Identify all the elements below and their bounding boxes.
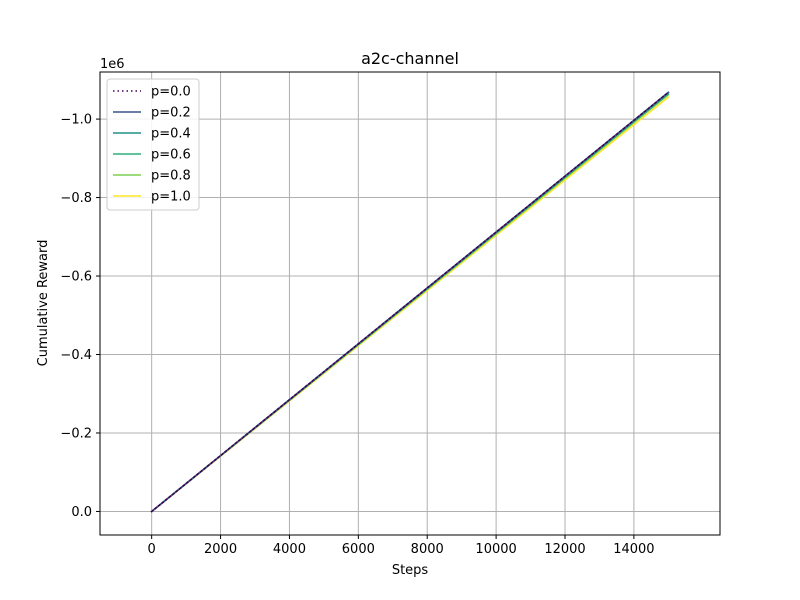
grid: [100, 72, 720, 535]
legend-label: p=1.0: [151, 190, 191, 205]
y-tick-label: 0.0: [71, 505, 92, 520]
y-tick-label: −0.4: [60, 348, 92, 363]
series-line: [150, 91, 670, 513]
legend-label: p=0.6: [151, 148, 191, 163]
x-tick-label: 8000: [411, 542, 444, 557]
legend-label: p=0.4: [151, 127, 191, 142]
plot-frame: [99, 71, 721, 536]
x-axis-ticks: 0 2000 4000 6000 8000 10000 12000 14000: [148, 535, 655, 557]
x-axis-label: Steps: [392, 563, 429, 578]
chart-title: a2c-channel: [361, 49, 459, 68]
x-tick-label: 6000: [342, 542, 375, 557]
legend-label: p=0.0: [151, 85, 191, 100]
legend-label: p=0.2: [151, 106, 191, 121]
y-axis-label: Cumulative Reward: [36, 240, 51, 367]
x-tick-label: 14000: [613, 542, 654, 557]
x-tick-label: 2000: [204, 542, 237, 557]
y-tick-label: −0.8: [60, 191, 92, 206]
series-lines: [150, 91, 670, 513]
y-tick-label: −1.0: [60, 113, 92, 128]
y-tick-label: −0.2: [60, 426, 92, 441]
y-axis-ticks: 0.0 −0.2 −0.4 −0.6 −0.8 −1.0: [60, 113, 100, 520]
y-tick-label: −0.6: [60, 270, 92, 285]
legend: p=0.0 p=0.2 p=0.4 p=0.6 p=0.8 p=1.0: [106, 78, 200, 211]
legend-label: p=0.8: [151, 169, 191, 184]
x-tick-label: 4000: [273, 542, 306, 557]
x-tick-label: 10000: [475, 542, 516, 557]
x-tick-label: 12000: [544, 542, 585, 557]
y-axis-scale-label: 1e6: [100, 57, 125, 72]
x-tick-label: 0: [148, 542, 156, 557]
